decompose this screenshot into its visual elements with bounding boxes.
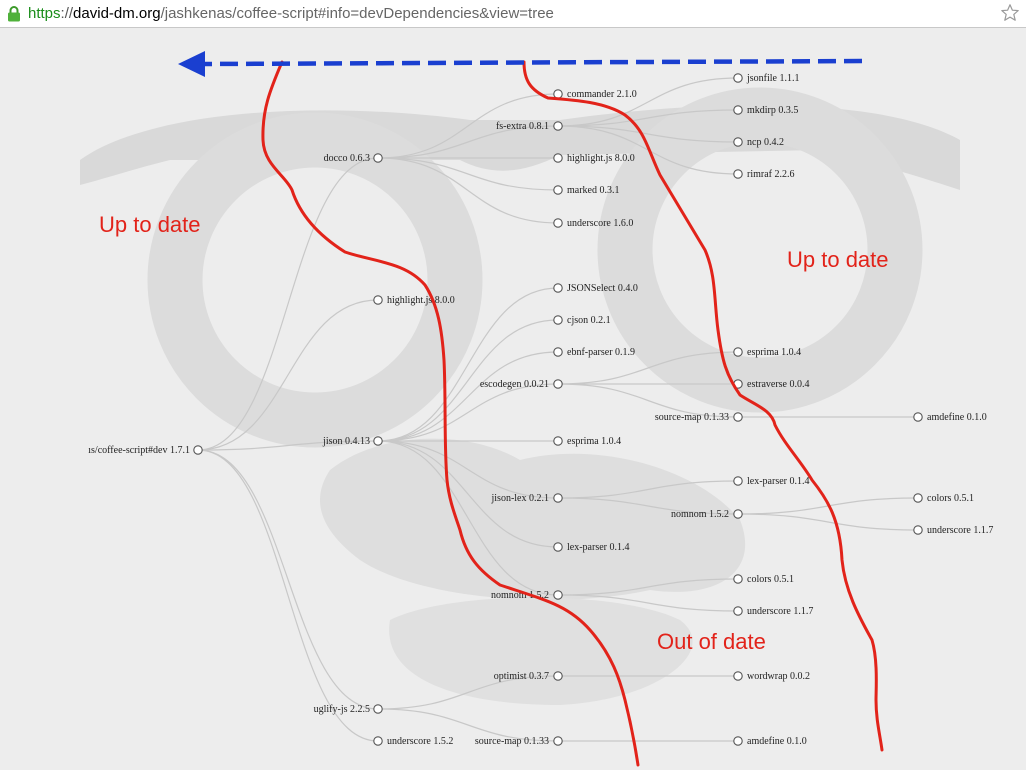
node-label[interactable]: ncp 0.4.2 [747,137,784,148]
node-underscore-jison[interactable] [733,606,743,616]
annotation-lines [261,60,884,767]
tree-labels: ıs/coffee-script#dev 1.7.1 docco 0.6.3 h… [88,73,993,747]
node-marked[interactable] [553,185,563,195]
node-label[interactable]: nomnom 1.5.2 [491,590,549,601]
node-label[interactable]: highlight.js 8.0.0 [387,295,455,306]
node-optimist[interactable] [553,671,563,681]
node-docco[interactable] [373,153,383,163]
annotation-up-to-date-left: Up to date [99,212,201,237]
node-underscore-docco[interactable] [553,218,563,228]
node-label[interactable]: docco 0.6.3 [324,153,370,164]
node-label[interactable]: esprima 1.0.4 [567,436,621,447]
node-label[interactable]: colors 0.5.1 [747,574,794,585]
left-arrow-icon [178,51,863,77]
node-uglify[interactable] [373,704,383,714]
node-label[interactable]: marked 0.3.1 [567,185,620,196]
node-colors-jl[interactable] [913,493,923,503]
node-jison-lex[interactable] [553,493,563,503]
node-source-map-ug[interactable] [553,736,563,746]
url-path: /jashkenas/coffee-script#info=devDepende… [160,5,554,22]
node-cjson[interactable] [553,315,563,325]
glasses-watermark [80,87,960,705]
url-separator: :// [60,5,74,22]
annotation-up-to-date-right: Up to date [787,247,889,272]
tree-nodes[interactable] [193,73,923,746]
node-jsonselect[interactable] [553,283,563,293]
node-rimraf[interactable] [733,169,743,179]
browser-address-bar[interactable]: https://david-dm.org/jashkenas/coffee-sc… [0,0,1026,28]
node-label[interactable]: underscore 1.1.7 [747,606,813,617]
node-label[interactable]: uglify-js 2.2.5 [314,704,370,715]
node-wordwrap[interactable] [733,671,743,681]
node-escodegen[interactable] [553,379,563,389]
node-label[interactable]: optimist 0.3.7 [494,671,549,682]
dependency-tree-canvas[interactable]: ıs/coffee-script#dev 1.7.1 docco 0.6.3 h… [0,28,1026,770]
node-label[interactable]: wordwrap 0.0.2 [747,671,810,682]
url-domain: david-dm.org [73,5,161,22]
node-esprima-esc[interactable] [733,347,743,357]
node-underscore-jl[interactable] [913,525,923,535]
node-label[interactable]: fs-extra 0.8.1 [496,121,549,132]
node-label[interactable]: underscore 1.1.7 [927,525,993,536]
node-label[interactable]: ıs/coffee-script#dev 1.7.1 [88,445,190,456]
node-root[interactable] [193,445,203,455]
url-scheme: https [28,5,61,22]
node-lex-parser-jl[interactable] [733,476,743,486]
node-label[interactable]: source-map 0.1.33 [655,412,729,423]
node-label[interactable]: jison-lex 0.2.1 [491,493,550,504]
node-label[interactable]: ebnf-parser 0.1.9 [567,347,635,358]
node-label[interactable]: amdefine 0.1.0 [747,736,807,747]
node-amdefine-esc[interactable] [913,412,923,422]
bookmark-star-icon[interactable] [1000,3,1020,23]
node-label[interactable]: esprima 1.0.4 [747,347,801,358]
node-label[interactable]: commander 2.1.0 [567,89,637,100]
node-label[interactable]: escodegen 0.0.21 [480,379,549,390]
node-label[interactable]: source-map 0.1.33 [475,736,549,747]
annotation-out-of-date: Out of date [657,629,766,654]
node-label[interactable]: nomnom 1.5.2 [671,509,729,520]
node-label[interactable]: jison 0.4.13 [322,436,370,447]
node-fs-extra[interactable] [553,121,563,131]
node-label[interactable]: cjson 0.2.1 [567,315,611,326]
node-label[interactable]: amdefine 0.1.0 [927,412,987,423]
node-amdefine-ug[interactable] [733,736,743,746]
node-label[interactable]: mkdirp 0.3.5 [747,105,798,116]
node-highlight-docco[interactable] [553,153,563,163]
node-label[interactable]: rimraf 2.2.6 [747,169,795,180]
red-divider-left [261,60,640,767]
node-ebnf-parser[interactable] [553,347,563,357]
node-jsonfile[interactable] [733,73,743,83]
node-mkdirp[interactable] [733,105,743,115]
node-highlight-root[interactable] [373,295,383,305]
url-text[interactable]: https://david-dm.org/jashkenas/coffee-sc… [28,5,554,23]
node-lex-parser-jison[interactable] [553,542,563,552]
node-label[interactable]: underscore 1.6.0 [567,218,633,229]
node-label[interactable]: estraverse 0.0.4 [747,379,809,390]
node-label[interactable]: lex-parser 0.1.4 [567,542,629,553]
lock-icon [8,6,20,22]
node-label[interactable]: colors 0.5.1 [927,493,974,504]
node-label[interactable]: highlight.js 8.0.0 [567,153,635,164]
node-label[interactable]: JSONSelect 0.4.0 [567,283,638,294]
node-jison[interactable] [373,436,383,446]
node-colors-jison[interactable] [733,574,743,584]
node-esprima-jison[interactable] [553,436,563,446]
node-label[interactable]: underscore 1.5.2 [387,736,453,747]
red-divider-right [522,60,884,752]
tree-links [197,77,919,742]
node-label[interactable]: jsonfile 1.1.1 [746,73,800,84]
node-label[interactable]: lex-parser 0.1.4 [747,476,809,487]
node-source-map-esc[interactable] [733,412,743,422]
node-nomnom-jison[interactable] [553,590,563,600]
node-nomnom-jl[interactable] [733,509,743,519]
node-commander[interactable] [553,89,563,99]
node-underscore-root[interactable] [373,736,383,746]
node-ncp[interactable] [733,137,743,147]
